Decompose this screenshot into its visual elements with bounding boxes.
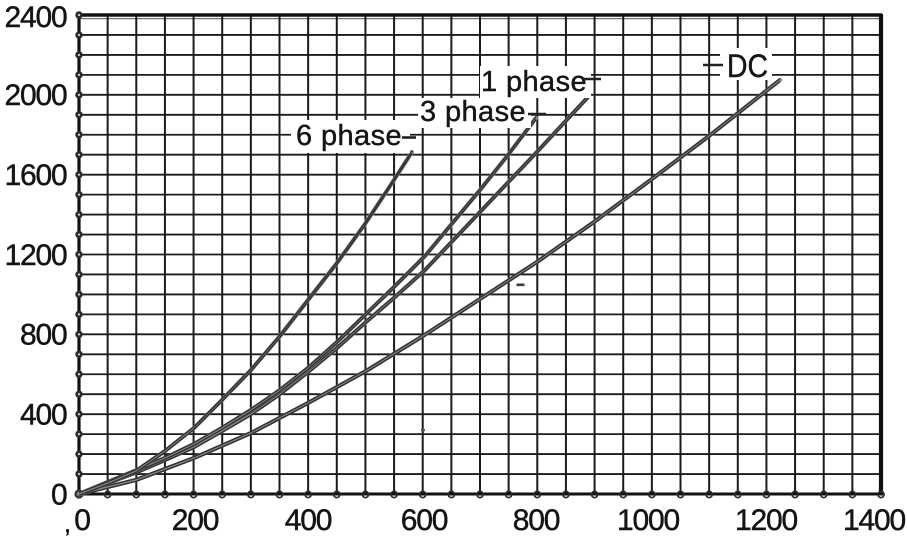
svg-text:2400: 2400 xyxy=(5,1,67,34)
svg-text:1600: 1600 xyxy=(5,159,67,192)
svg-text:400: 400 xyxy=(20,398,67,431)
svg-text:600: 600 xyxy=(401,504,448,537)
svg-text:1200: 1200 xyxy=(735,504,797,537)
svg-text:1400: 1400 xyxy=(843,504,905,537)
svg-text:DC: DC xyxy=(727,48,768,84)
svg-text:0: 0 xyxy=(74,504,90,537)
svg-text:800: 800 xyxy=(513,504,560,537)
svg-text:,: , xyxy=(64,510,71,538)
svg-text:1000: 1000 xyxy=(617,504,679,537)
svg-text:200: 200 xyxy=(172,504,219,537)
svg-text:3 phase: 3 phase xyxy=(420,96,526,128)
svg-text:0: 0 xyxy=(51,478,67,511)
svg-text:1 phase: 1 phase xyxy=(481,66,587,98)
svg-text:2000: 2000 xyxy=(5,79,67,112)
svg-text:6 phase: 6 phase xyxy=(296,120,402,152)
svg-text:1200: 1200 xyxy=(5,239,67,272)
svg-text:400: 400 xyxy=(285,504,332,537)
svg-text:800: 800 xyxy=(20,318,67,351)
